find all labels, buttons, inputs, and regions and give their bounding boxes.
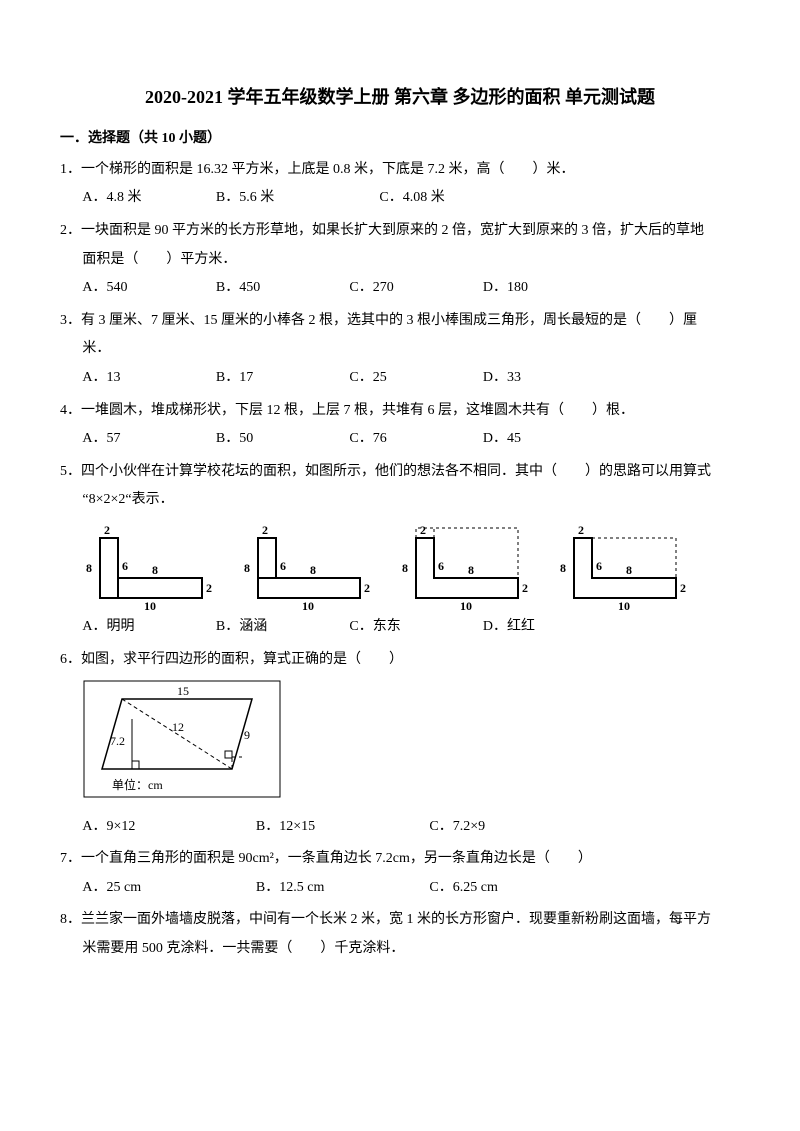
svg-text:8: 8 <box>468 563 474 577</box>
svg-text:2: 2 <box>522 581 528 595</box>
svg-text:8: 8 <box>86 561 92 575</box>
section-heading: 一．选择题（共 10 小题） <box>60 126 740 153</box>
svg-text:10: 10 <box>618 599 630 610</box>
svg-text:10: 10 <box>460 599 472 610</box>
svg-text:7.2: 7.2 <box>110 734 125 748</box>
question-5-cont: “8×2×2“表示． <box>60 487 740 514</box>
q3-opt-c: C．25 <box>349 365 479 392</box>
q5-opt-a: A．明明 <box>82 614 212 641</box>
svg-text:6: 6 <box>280 559 286 573</box>
q5-options: A．明明 B．涵涵 C．东东 D．红红 <box>60 614 740 641</box>
q5-opt-b: B．涵涵 <box>216 614 346 641</box>
q4-opt-b: B．50 <box>216 426 346 453</box>
svg-text:2: 2 <box>104 523 110 537</box>
q2-options: A．540 B．450 C．270 D．180 <box>60 275 740 302</box>
q2-opt-a: A．540 <box>82 275 212 302</box>
q5-fig-a: 2 8 6 8 2 10 <box>82 520 222 610</box>
q1-opt-a: A．4.8 米 <box>82 185 212 212</box>
question-7: 7．一个直角三角形的面积是 90cm²，一条直角边长 7.2cm，另一条直角边长… <box>60 846 740 873</box>
question-2: 2．一块面积是 90 平方米的长方形草地，如果长扩大到原来的 2 倍，宽扩大到原… <box>60 218 740 245</box>
svg-text:2: 2 <box>420 523 426 537</box>
q7-opt-a: A．25 cm <box>82 875 252 902</box>
svg-text:9: 9 <box>244 728 250 742</box>
q3-opt-d: D．33 <box>483 365 613 392</box>
question-8-cont: 米需要用 500 克涂料．一共需要（ ）千克涂料． <box>60 936 740 963</box>
svg-text:10: 10 <box>144 599 156 610</box>
svg-text:8: 8 <box>626 563 632 577</box>
question-3: 3．有 3 厘米、7 厘米、15 厘米的小棒各 2 根，选其中的 3 根小棒围成… <box>60 308 740 335</box>
svg-text:6: 6 <box>596 559 602 573</box>
q2-opt-b: B．450 <box>216 275 346 302</box>
question-2-cont: 面积是（ ）平方米． <box>60 247 740 274</box>
svg-text:15: 15 <box>177 684 189 698</box>
q3-opt-a: A．13 <box>82 365 212 392</box>
svg-text:2: 2 <box>262 523 268 537</box>
svg-text:12: 12 <box>172 720 184 734</box>
q6-options: A．9×12 B．12×15 C．7.2×9 <box>60 814 740 841</box>
page-title: 2020-2021 学年五年级数学上册 第六章 多边形的面积 单元测试题 <box>60 80 740 114</box>
svg-text:2: 2 <box>578 523 584 537</box>
q4-opt-d: D．45 <box>483 426 613 453</box>
q5-fig-c: 2 8 6 8 2 10 <box>398 520 538 610</box>
q7-options: A．25 cm B．12.5 cm C．6.25 cm <box>60 875 740 902</box>
q2-opt-c: C．270 <box>349 275 479 302</box>
q3-options: A．13 B．17 C．25 D．33 <box>60 365 740 392</box>
q1-opt-b: B．5.6 米 <box>216 185 376 212</box>
q5-fig-b: 2 8 6 8 2 10 <box>240 520 380 610</box>
svg-text:单位：cm: 单位：cm <box>112 777 163 792</box>
question-8: 8．兰兰家一面外墙墙皮脱落，中间有一个长米 2 米，宽 1 米的长方形窗户．现要… <box>60 907 740 934</box>
svg-text:2: 2 <box>364 581 370 595</box>
svg-text:8: 8 <box>152 563 158 577</box>
q1-options: A．4.8 米 B．5.6 米 C．4.08 米 <box>60 185 740 212</box>
q7-opt-b: B．12.5 cm <box>256 875 426 902</box>
q6-opt-a: A．9×12 <box>82 814 252 841</box>
svg-text:6: 6 <box>438 559 444 573</box>
q3-opt-b: B．17 <box>216 365 346 392</box>
q6-opt-c: C．7.2×9 <box>429 814 559 841</box>
svg-text:6: 6 <box>122 559 128 573</box>
q4-opt-c: C．76 <box>349 426 479 453</box>
svg-text:2: 2 <box>206 581 212 595</box>
q5-fig-d: 2 8 6 8 2 10 <box>556 520 696 610</box>
q1-opt-c: C．4.08 米 <box>379 185 509 212</box>
q4-options: A．57 B．50 C．76 D．45 <box>60 426 740 453</box>
q2-opt-d: D．180 <box>483 275 613 302</box>
svg-text:10: 10 <box>302 599 314 610</box>
q6-figure: 15 12 7.2 9 单位：cm <box>60 679 740 810</box>
question-6: 6．如图，求平行四边形的面积，算式正确的是（ ） <box>60 647 740 674</box>
svg-text:8: 8 <box>244 561 250 575</box>
q4-opt-a: A．57 <box>82 426 212 453</box>
question-5: 5．四个小伙伴在计算学校花坛的面积，如图所示，他们的想法各不相同．其中（ ）的思… <box>60 459 740 486</box>
question-4: 4．一堆圆木，堆成梯形状，下层 12 根，上层 7 根，共堆有 6 层，这堆圆木… <box>60 398 740 425</box>
question-1: 1．一个梯形的面积是 16.32 平方米，上底是 0.8 米，下底是 7.2 米… <box>60 157 740 184</box>
q5-figures: 2 8 6 8 2 10 2 8 6 8 2 10 2 <box>60 520 740 610</box>
question-3-cont: 米． <box>60 336 740 363</box>
q5-opt-c: C．东东 <box>349 614 479 641</box>
svg-text:2: 2 <box>680 581 686 595</box>
q6-opt-b: B．12×15 <box>256 814 426 841</box>
svg-text:8: 8 <box>310 563 316 577</box>
svg-text:8: 8 <box>402 561 408 575</box>
q5-opt-d: D．红红 <box>483 614 613 641</box>
svg-text:8: 8 <box>560 561 566 575</box>
q7-opt-c: C．6.25 cm <box>429 875 559 902</box>
